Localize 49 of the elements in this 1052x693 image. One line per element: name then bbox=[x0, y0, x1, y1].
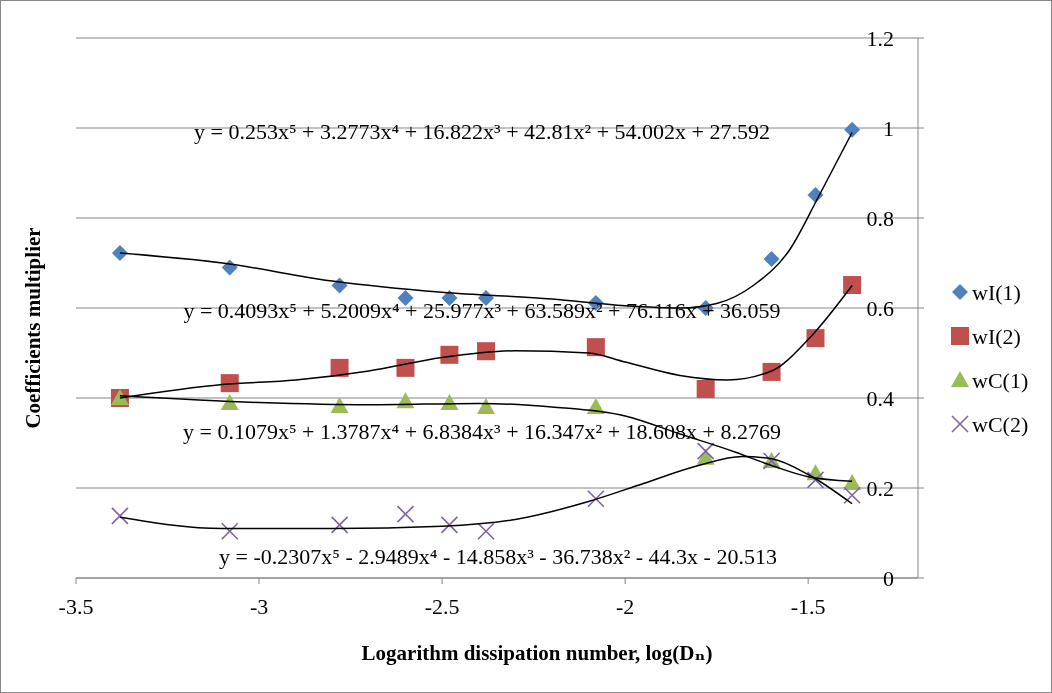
legend-label: wC(1) bbox=[972, 368, 1029, 393]
point bbox=[696, 442, 715, 460]
point bbox=[111, 507, 129, 525]
point bbox=[587, 490, 605, 508]
point bbox=[330, 358, 349, 377]
point bbox=[396, 505, 415, 523]
x-tick-label: -3 bbox=[249, 594, 269, 619]
point bbox=[477, 342, 496, 361]
point bbox=[440, 345, 459, 364]
point bbox=[220, 393, 239, 410]
y-tick-label: 0.4 bbox=[866, 386, 894, 411]
point bbox=[806, 471, 825, 489]
y-tick-label: 0 bbox=[883, 566, 894, 591]
y-tick-label: 0.6 bbox=[866, 296, 894, 321]
point bbox=[440, 393, 459, 410]
point bbox=[477, 522, 495, 540]
point bbox=[843, 276, 862, 295]
point bbox=[111, 245, 128, 262]
point bbox=[762, 362, 781, 381]
point bbox=[397, 290, 414, 307]
x-tick-label: -1.5 bbox=[790, 594, 826, 619]
legend-label: wI(1) bbox=[972, 280, 1021, 305]
legend-label: wC(2) bbox=[972, 412, 1029, 437]
point bbox=[763, 250, 780, 267]
point bbox=[330, 516, 349, 534]
y-tick-label: 1 bbox=[883, 116, 894, 141]
annotation: y = -0.2307x⁵ - 2.9489x⁴ - 14.858x³ - 36.738x² - 44.3x - 20.513 bbox=[219, 544, 777, 569]
point bbox=[440, 516, 459, 534]
x-tick-label: -2.5 bbox=[424, 594, 460, 619]
point bbox=[806, 329, 825, 348]
y-tick-label: 0.2 bbox=[866, 476, 894, 501]
point bbox=[396, 358, 415, 377]
point bbox=[844, 121, 861, 138]
point bbox=[696, 380, 715, 398]
y-tick-label: 1.2 bbox=[866, 26, 894, 51]
point bbox=[220, 374, 239, 393]
legend-label: wI(2) bbox=[972, 324, 1021, 349]
point bbox=[330, 397, 349, 414]
point bbox=[586, 338, 605, 357]
annotation: y = 0.253x⁵ + 3.2773x⁴ + 16.822x³ + 42.81x² + 54.002x + 27.592 bbox=[194, 119, 770, 144]
y-axis-title: Coefficients multiplier bbox=[21, 227, 45, 429]
x-tick-label: -3.5 bbox=[58, 594, 94, 619]
y-tick-label: 0.8 bbox=[866, 206, 894, 231]
point bbox=[331, 277, 348, 294]
point bbox=[477, 398, 496, 414]
x-axis-title: Logarithm dissipation number, log(Dₙ) bbox=[361, 641, 713, 665]
x-tick-label: -2 bbox=[615, 594, 635, 619]
point bbox=[843, 486, 861, 504]
point bbox=[220, 522, 239, 540]
